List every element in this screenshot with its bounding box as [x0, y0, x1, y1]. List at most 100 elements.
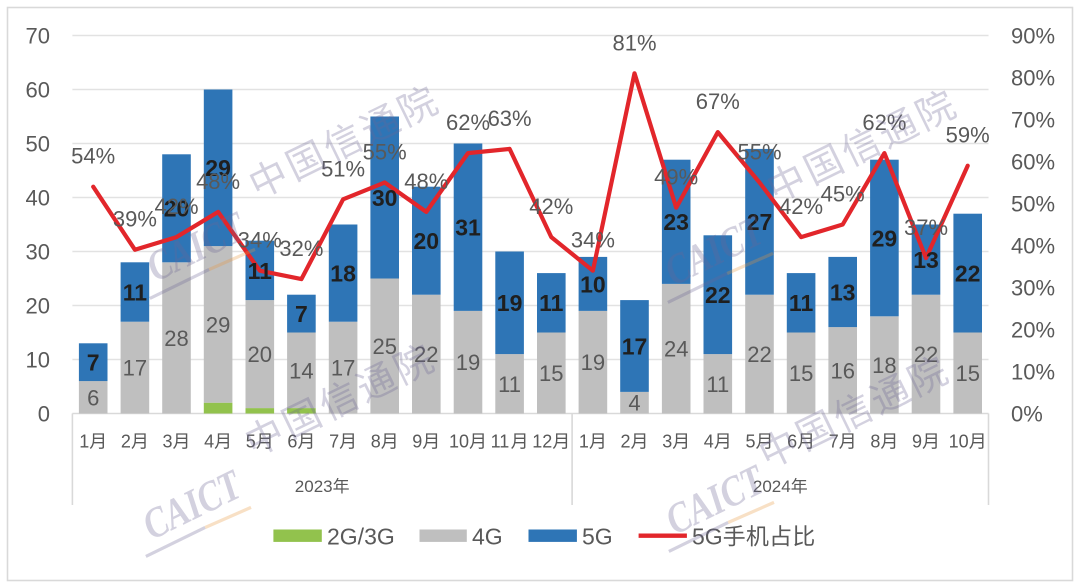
- svg-text:11: 11: [539, 290, 564, 316]
- svg-text:30: 30: [26, 240, 50, 265]
- svg-text:30: 30: [372, 185, 398, 211]
- svg-text:8: 8: [870, 432, 880, 452]
- svg-text:55%: 55%: [363, 140, 407, 165]
- svg-text:37%: 37%: [904, 215, 948, 240]
- svg-text:5: 5: [746, 432, 756, 452]
- svg-text:16: 16: [830, 358, 854, 383]
- svg-text:10%: 10%: [1011, 360, 1055, 385]
- svg-text:11: 11: [498, 372, 521, 397]
- svg-text:15: 15: [539, 361, 563, 386]
- svg-text:20: 20: [26, 294, 50, 319]
- svg-text:11: 11: [123, 279, 148, 305]
- svg-text:55%: 55%: [737, 140, 781, 165]
- svg-text:19: 19: [456, 350, 480, 375]
- svg-text:1: 1: [579, 432, 589, 452]
- svg-text:54%: 54%: [71, 144, 115, 169]
- svg-text:4: 4: [628, 391, 640, 416]
- svg-text:40%: 40%: [1011, 234, 1055, 259]
- svg-text:7: 7: [87, 350, 100, 376]
- svg-text:51%: 51%: [321, 156, 365, 181]
- svg-text:11: 11: [706, 372, 729, 397]
- svg-text:6: 6: [787, 432, 797, 452]
- svg-text:4: 4: [204, 432, 214, 452]
- svg-text:29: 29: [872, 225, 898, 251]
- svg-text:22: 22: [955, 261, 981, 287]
- svg-text:34%: 34%: [238, 228, 282, 253]
- svg-text:70: 70: [26, 24, 50, 49]
- svg-text:10: 10: [26, 348, 50, 373]
- svg-text:40: 40: [26, 186, 50, 211]
- svg-text:2023: 2023: [295, 477, 333, 496]
- svg-text:39%: 39%: [113, 207, 157, 232]
- svg-text:34%: 34%: [571, 228, 615, 253]
- svg-text:81%: 81%: [612, 30, 656, 55]
- svg-text:15: 15: [789, 361, 813, 386]
- svg-text:13: 13: [830, 279, 856, 305]
- svg-text:3: 3: [163, 432, 173, 452]
- svg-text:13: 13: [913, 247, 939, 273]
- svg-text:20: 20: [164, 196, 190, 222]
- svg-text:20: 20: [414, 228, 440, 254]
- svg-text:22: 22: [747, 342, 771, 367]
- svg-text:28: 28: [164, 326, 188, 351]
- svg-text:42%: 42%: [154, 194, 198, 219]
- svg-text:2024: 2024: [753, 477, 791, 496]
- svg-text:32%: 32%: [279, 236, 323, 261]
- svg-text:12: 12: [532, 432, 552, 452]
- svg-text:29: 29: [205, 155, 231, 181]
- svg-text:59%: 59%: [946, 123, 990, 148]
- svg-text:31: 31: [455, 215, 481, 241]
- svg-text:9: 9: [412, 432, 422, 452]
- svg-text:7: 7: [295, 301, 308, 327]
- svg-text:42%: 42%: [779, 194, 823, 219]
- svg-text:11: 11: [491, 432, 510, 452]
- svg-text:63%: 63%: [488, 106, 532, 131]
- svg-text:29: 29: [206, 312, 230, 337]
- svg-text:60%: 60%: [1011, 150, 1055, 175]
- svg-text:67%: 67%: [696, 89, 740, 114]
- svg-text:60: 60: [26, 78, 50, 103]
- svg-text:70%: 70%: [1011, 108, 1055, 133]
- svg-text:17: 17: [331, 356, 355, 381]
- svg-text:22: 22: [705, 282, 731, 308]
- svg-text:10: 10: [949, 432, 969, 452]
- svg-text:19: 19: [497, 290, 523, 316]
- svg-text:10: 10: [580, 271, 606, 297]
- svg-text:1: 1: [79, 432, 89, 452]
- svg-text:2: 2: [121, 432, 131, 452]
- svg-text:15: 15: [955, 361, 979, 386]
- svg-text:18: 18: [872, 353, 896, 378]
- svg-text:3: 3: [662, 432, 672, 452]
- svg-text:48%: 48%: [404, 169, 448, 194]
- svg-text:30%: 30%: [1011, 276, 1055, 301]
- svg-text:20: 20: [248, 342, 272, 367]
- svg-text:48%: 48%: [196, 169, 240, 194]
- svg-text:6: 6: [87, 385, 99, 410]
- svg-text:7: 7: [329, 432, 339, 452]
- svg-text:14: 14: [289, 358, 313, 383]
- svg-text:80%: 80%: [1011, 66, 1055, 91]
- svg-text:25: 25: [372, 334, 396, 359]
- svg-text:11: 11: [248, 258, 273, 284]
- svg-text:19: 19: [581, 350, 605, 375]
- svg-text:18: 18: [330, 261, 356, 287]
- svg-text:17: 17: [622, 333, 648, 359]
- svg-text:45%: 45%: [821, 182, 865, 207]
- svg-text:17: 17: [123, 356, 147, 381]
- svg-text:90%: 90%: [1011, 24, 1055, 49]
- svg-text:27: 27: [747, 209, 773, 235]
- svg-text:4: 4: [704, 432, 714, 452]
- svg-text:2G/3G: 2G/3G: [327, 524, 395, 550]
- svg-text:49%: 49%: [654, 165, 698, 190]
- svg-text:20%: 20%: [1011, 318, 1055, 343]
- svg-text:4G: 4G: [472, 524, 503, 550]
- svg-text:10: 10: [449, 432, 469, 452]
- svg-text:8: 8: [371, 432, 381, 452]
- svg-text:0: 0: [38, 402, 50, 427]
- svg-text:5G: 5G: [582, 524, 613, 550]
- svg-text:50%: 50%: [1011, 192, 1055, 217]
- svg-text:50: 50: [26, 132, 50, 157]
- svg-text:42%: 42%: [529, 194, 573, 219]
- svg-text:0%: 0%: [1011, 402, 1043, 427]
- svg-text:9: 9: [912, 432, 922, 452]
